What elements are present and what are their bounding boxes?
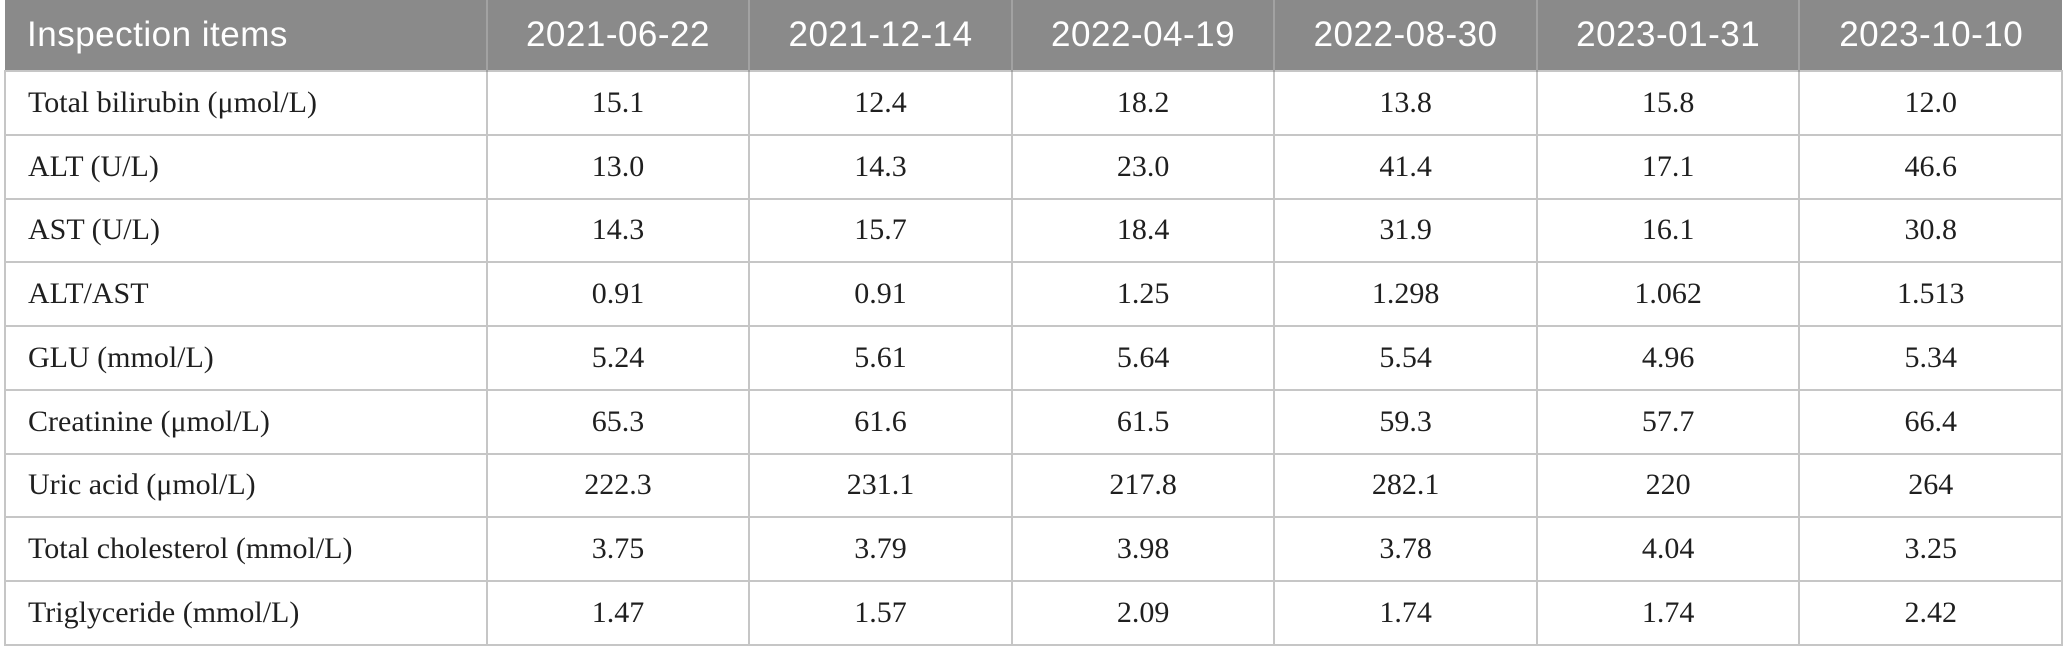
value-cell: 18.2 bbox=[1010, 70, 1276, 136]
row-label: Total bilirubin (μmol/L) bbox=[4, 70, 488, 136]
value-cell: 4.96 bbox=[1535, 325, 1801, 391]
value-cell: 0.91 bbox=[748, 261, 1013, 328]
value-cell: 3.98 bbox=[1010, 516, 1276, 583]
value-cell: 13.8 bbox=[1273, 70, 1538, 136]
value-cell: 0.91 bbox=[485, 261, 751, 328]
value-cell: 1.57 bbox=[748, 580, 1013, 646]
value-cell: 16.1 bbox=[1535, 197, 1801, 264]
header-cell-inspection-items: Inspection items bbox=[5, 0, 487, 71]
value-cell: 1.25 bbox=[1010, 261, 1276, 328]
value-cell: 15.7 bbox=[748, 197, 1013, 264]
header-cell-date: 2022-08-30 bbox=[1273, 0, 1537, 71]
header-row: Inspection items 2021-06-22 2021-12-14 2022… bbox=[5, 0, 2062, 71]
table-row: Triglyceride (mmol/L) 1.47 1.57 2.09 1.74 1.7… bbox=[4, 580, 2063, 646]
value-cell: 1.74 bbox=[1273, 580, 1538, 646]
value-cell: 1.47 bbox=[485, 580, 751, 646]
header-cell-date: 2023-10-10 bbox=[1798, 0, 2062, 71]
value-cell: 61.5 bbox=[1010, 388, 1276, 455]
row-label: Triglyceride (mmol/L) bbox=[4, 580, 488, 646]
value-cell: 14.3 bbox=[748, 133, 1013, 200]
value-cell: 1.298 bbox=[1273, 261, 1538, 328]
value-cell: 231.1 bbox=[748, 452, 1013, 519]
value-cell: 5.54 bbox=[1273, 325, 1538, 391]
value-cell: 5.34 bbox=[1798, 325, 2063, 391]
row-label: Creatinine (μmol/L) bbox=[4, 388, 488, 455]
table-header: Inspection items 2021-06-22 2021-12-14 2022… bbox=[5, 0, 2062, 71]
value-cell: 1.74 bbox=[1535, 580, 1801, 646]
value-cell: 17.1 bbox=[1535, 133, 1801, 200]
value-cell: 3.75 bbox=[485, 516, 751, 583]
table-row: ALT/AST 0.91 0.91 1.25 1.298 1.062 1.513 bbox=[4, 261, 2063, 328]
value-cell: 15.1 bbox=[485, 70, 751, 136]
value-cell: 3.78 bbox=[1273, 516, 1538, 583]
row-label: Total cholesterol (mmol/L) bbox=[4, 516, 488, 583]
value-cell: 59.3 bbox=[1273, 388, 1538, 455]
value-cell: 5.24 bbox=[485, 325, 751, 391]
value-cell: 5.61 bbox=[748, 325, 1013, 391]
value-cell: 57.7 bbox=[1535, 388, 1801, 455]
table-row: Uric acid (μmol/L) 222.3 231.1 217.8 282.1 22… bbox=[4, 452, 2063, 519]
value-cell: 66.4 bbox=[1798, 388, 2063, 455]
header-cell-date: 2022-04-19 bbox=[1010, 0, 1275, 71]
value-cell: 18.4 bbox=[1010, 197, 1276, 264]
table-row: ALT (U/L) 13.0 14.3 23.0 41.4 17.1 46.6 bbox=[4, 133, 2063, 200]
inspection-table: Inspection items 2021-06-22 2021-12-14 2022… bbox=[4, 0, 2063, 646]
row-label: ALT/AST bbox=[4, 261, 488, 328]
header-cell-date: 2021-06-22 bbox=[485, 0, 750, 71]
row-label: Uric acid (μmol/L) bbox=[4, 452, 488, 519]
value-cell: 65.3 bbox=[485, 388, 751, 455]
row-label: GLU (mmol/L) bbox=[4, 325, 488, 391]
value-cell: 12.4 bbox=[748, 70, 1013, 136]
table-row: GLU (mmol/L) 5.24 5.61 5.64 5.54 4.96 5.34 bbox=[4, 325, 2063, 391]
value-cell: 2.42 bbox=[1798, 580, 2063, 646]
value-cell: 4.04 bbox=[1535, 516, 1801, 583]
value-cell: 30.8 bbox=[1798, 197, 2063, 264]
value-cell: 46.6 bbox=[1798, 133, 2063, 200]
header-cell-date: 2021-12-14 bbox=[748, 0, 1012, 71]
value-cell: 3.79 bbox=[748, 516, 1013, 583]
value-cell: 41.4 bbox=[1273, 133, 1538, 200]
value-cell: 13.0 bbox=[485, 133, 751, 200]
value-cell: 264 bbox=[1798, 452, 2063, 519]
value-cell: 217.8 bbox=[1010, 452, 1276, 519]
value-cell: 12.0 bbox=[1798, 70, 2063, 136]
value-cell: 23.0 bbox=[1010, 133, 1276, 200]
table-row: Total cholesterol (mmol/L) 3.75 3.79 3.98 3.… bbox=[4, 516, 2063, 583]
value-cell: 222.3 bbox=[485, 452, 751, 519]
value-cell: 1.062 bbox=[1535, 261, 1801, 328]
value-cell: 220 bbox=[1535, 452, 1801, 519]
value-cell: 14.3 bbox=[485, 197, 751, 264]
value-cell: 5.64 bbox=[1010, 325, 1276, 391]
value-cell: 2.09 bbox=[1010, 580, 1276, 646]
table-row: AST (U/L) 14.3 15.7 18.4 31.9 16.1 30.8 bbox=[4, 197, 2063, 264]
row-label: AST (U/L) bbox=[4, 197, 488, 264]
value-cell: 3.25 bbox=[1798, 516, 2063, 583]
table-row: Creatinine (μmol/L) 65.3 61.6 61.5 59.3 57.7 6… bbox=[4, 388, 2063, 455]
value-cell: 1.513 bbox=[1798, 261, 2063, 328]
table-body: Total bilirubin (μmol/L) 15.1 12.4 18.2 13.8… bbox=[4, 70, 2063, 646]
row-label: ALT (U/L) bbox=[4, 133, 488, 200]
header-cell-date: 2023-01-31 bbox=[1535, 0, 1800, 71]
value-cell: 282.1 bbox=[1273, 452, 1538, 519]
value-cell: 15.8 bbox=[1535, 70, 1801, 136]
table-row: Total bilirubin (μmol/L) 15.1 12.4 18.2 13.8… bbox=[4, 70, 2063, 136]
value-cell: 61.6 bbox=[748, 388, 1013, 455]
value-cell: 31.9 bbox=[1273, 197, 1538, 264]
